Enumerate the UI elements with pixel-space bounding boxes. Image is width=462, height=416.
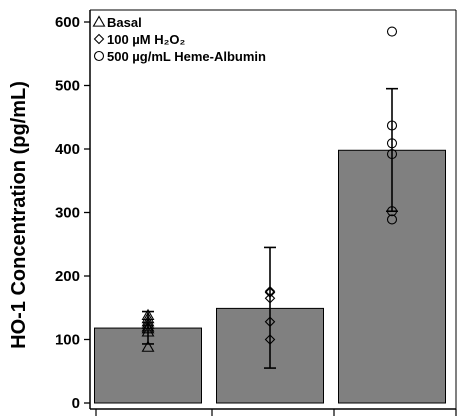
legend-marker [93,33,105,45]
y-tick-label: 200 [55,268,80,285]
y-tick-label: 0 [72,395,80,412]
y-tick-label: 500 [55,78,80,95]
data-point [264,316,276,327]
y-tick-label: 100 [55,332,80,349]
data-point [264,334,276,345]
y-axis-label: HO-1 Concentration (pg/mL) [8,81,30,349]
legend-marker [93,50,105,62]
data-point [386,214,398,225]
data-point [386,206,398,217]
y-tick-label: 600 [55,14,80,31]
data-point [264,287,276,298]
legend-label: Basal [107,15,142,30]
data-point [264,285,276,297]
data-point [386,149,398,160]
legend-marker [92,15,106,27]
y-tick-label: 300 [55,205,80,222]
data-point [264,292,276,304]
data-point [141,315,155,327]
axes-layer: 0 100 200 300 400 500 600 [55,9,457,416]
data-point [386,120,398,131]
data-point [141,317,155,329]
y-tick-label: 400 [55,141,80,158]
data-point [141,311,155,324]
legend-label: 100 µM H₂O₂ [107,32,186,47]
legend-label: 500 µg/mL Heme-Albumin [107,49,266,64]
data-point [141,340,155,352]
data-point [386,138,398,149]
data-points-layer [141,26,398,352]
legend: Basal 100 µM H₂O₂ 500 µg/mL Heme-Albumin [92,15,266,64]
data-point [386,26,398,37]
data-point [141,308,155,321]
